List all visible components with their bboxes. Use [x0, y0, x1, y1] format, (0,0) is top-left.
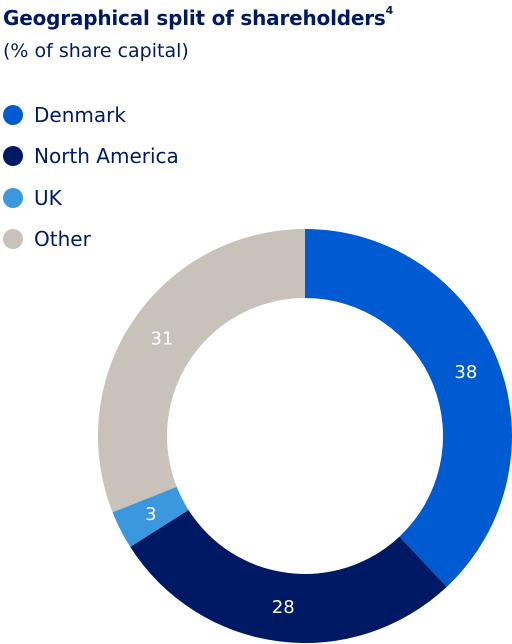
legend-item-denmark: Denmark — [3, 94, 179, 136]
title-footnote-marker: 4 — [385, 4, 394, 18]
legend-label: UK — [34, 185, 62, 210]
legend-item-other: Other — [3, 219, 179, 261]
legend-item-uk: UK — [3, 177, 179, 219]
slice-north-america — [130, 509, 447, 643]
legend-swatch — [3, 187, 23, 208]
slice-label-north-america: 28 — [272, 597, 295, 618]
chart-subtitle: (% of share capital) — [3, 40, 189, 62]
legend: Denmark North America UK Other — [3, 94, 179, 260]
legend-swatch — [3, 146, 23, 167]
legend-swatch — [3, 104, 23, 125]
slice-label-other: 31 — [150, 328, 173, 349]
slice-other — [98, 229, 306, 513]
slice-denmark — [305, 229, 512, 587]
legend-swatch — [3, 229, 23, 250]
legend-label: Other — [34, 227, 91, 252]
slice-label-uk: 3 — [145, 504, 156, 525]
slice-uk — [112, 486, 189, 547]
chart-title: Geographical split of shareholders4 — [3, 4, 394, 30]
legend-label: North America — [34, 144, 179, 169]
legend-item-north-america: North America — [3, 136, 179, 178]
legend-label: Denmark — [34, 102, 126, 127]
slice-label-denmark: 38 — [454, 362, 477, 383]
chart-title-text: Geographical split of shareholders — [3, 6, 386, 30]
